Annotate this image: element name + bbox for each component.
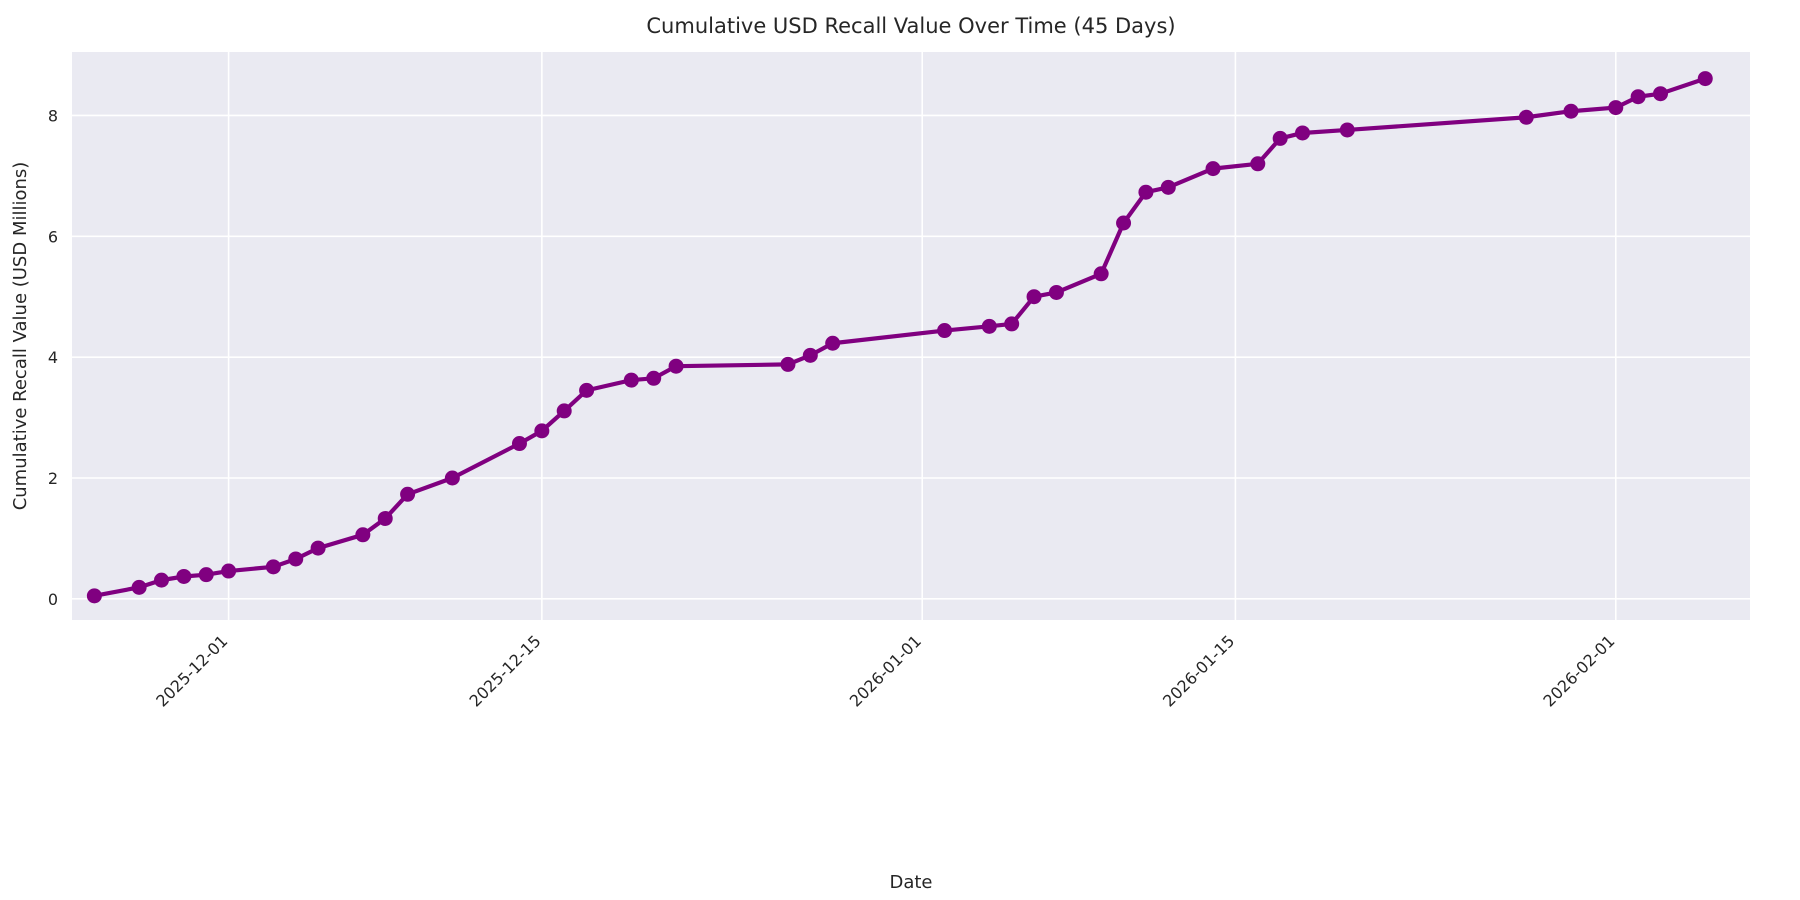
data-point-markers — [86, 71, 1713, 604]
data-point-marker — [288, 551, 304, 567]
data-point-marker — [153, 572, 169, 588]
y-gridlines — [72, 114, 1750, 600]
data-point-marker — [1116, 215, 1132, 231]
data-point-marker — [511, 436, 527, 452]
y-tick-label: 8 — [48, 106, 58, 125]
data-point-marker — [1339, 122, 1355, 138]
data-point-marker — [1295, 125, 1311, 141]
y-tick-label: 0 — [48, 590, 58, 609]
data-point-marker — [780, 356, 796, 372]
data-point-marker — [1630, 89, 1646, 105]
data-point-marker — [534, 423, 550, 439]
data-point-marker — [1518, 109, 1534, 125]
data-point-marker — [802, 347, 818, 363]
y-tick-labels: 0 2 4 6 8 — [48, 106, 58, 608]
data-point-marker — [355, 527, 371, 543]
y-tick-label: 4 — [48, 348, 58, 367]
data-point-marker — [377, 510, 393, 526]
data-point-marker — [1250, 156, 1266, 172]
data-point-marker — [623, 372, 639, 388]
y-tick-label: 6 — [48, 227, 58, 246]
data-point-marker — [400, 486, 416, 502]
data-point-marker — [825, 335, 841, 351]
data-point-marker — [579, 382, 595, 398]
data-point-marker — [1160, 179, 1176, 195]
data-point-marker — [176, 568, 192, 584]
data-point-marker — [198, 567, 214, 583]
data-point-marker — [1093, 266, 1109, 282]
chart-title: Cumulative USD Recall Value Over Time (4… — [646, 14, 1175, 38]
data-point-marker — [1138, 184, 1154, 200]
y-tick-label: 2 — [48, 469, 58, 488]
data-point-marker — [444, 470, 460, 486]
data-point-marker — [1004, 316, 1020, 332]
data-point-marker — [1048, 284, 1064, 300]
data-point-marker — [937, 323, 953, 339]
data-point-marker — [646, 370, 662, 386]
data-point-marker — [1563, 103, 1579, 119]
data-point-marker — [1026, 289, 1042, 305]
data-point-marker — [981, 318, 997, 334]
data-point-marker — [1608, 100, 1624, 116]
data-point-marker — [131, 579, 147, 595]
data-point-marker — [1653, 86, 1669, 102]
data-point-marker — [1697, 71, 1713, 87]
data-point-marker — [1205, 161, 1221, 177]
data-point-marker — [1272, 130, 1288, 146]
data-point-marker — [668, 358, 684, 374]
data-point-marker — [86, 588, 102, 604]
x-axis-label: Date — [889, 872, 932, 893]
data-point-marker — [221, 563, 237, 579]
data-point-marker — [310, 540, 326, 556]
data-point-marker — [556, 403, 572, 419]
y-axis-label: Cumulative Recall Value (USD Millions) — [10, 162, 31, 511]
x-gridlines — [227, 52, 1617, 620]
data-point-marker — [265, 559, 281, 575]
